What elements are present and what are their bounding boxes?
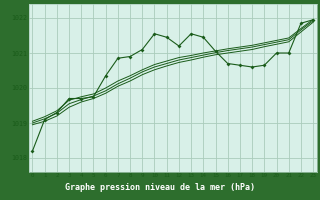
Text: Graphe pression niveau de la mer (hPa): Graphe pression niveau de la mer (hPa) — [65, 182, 255, 192]
